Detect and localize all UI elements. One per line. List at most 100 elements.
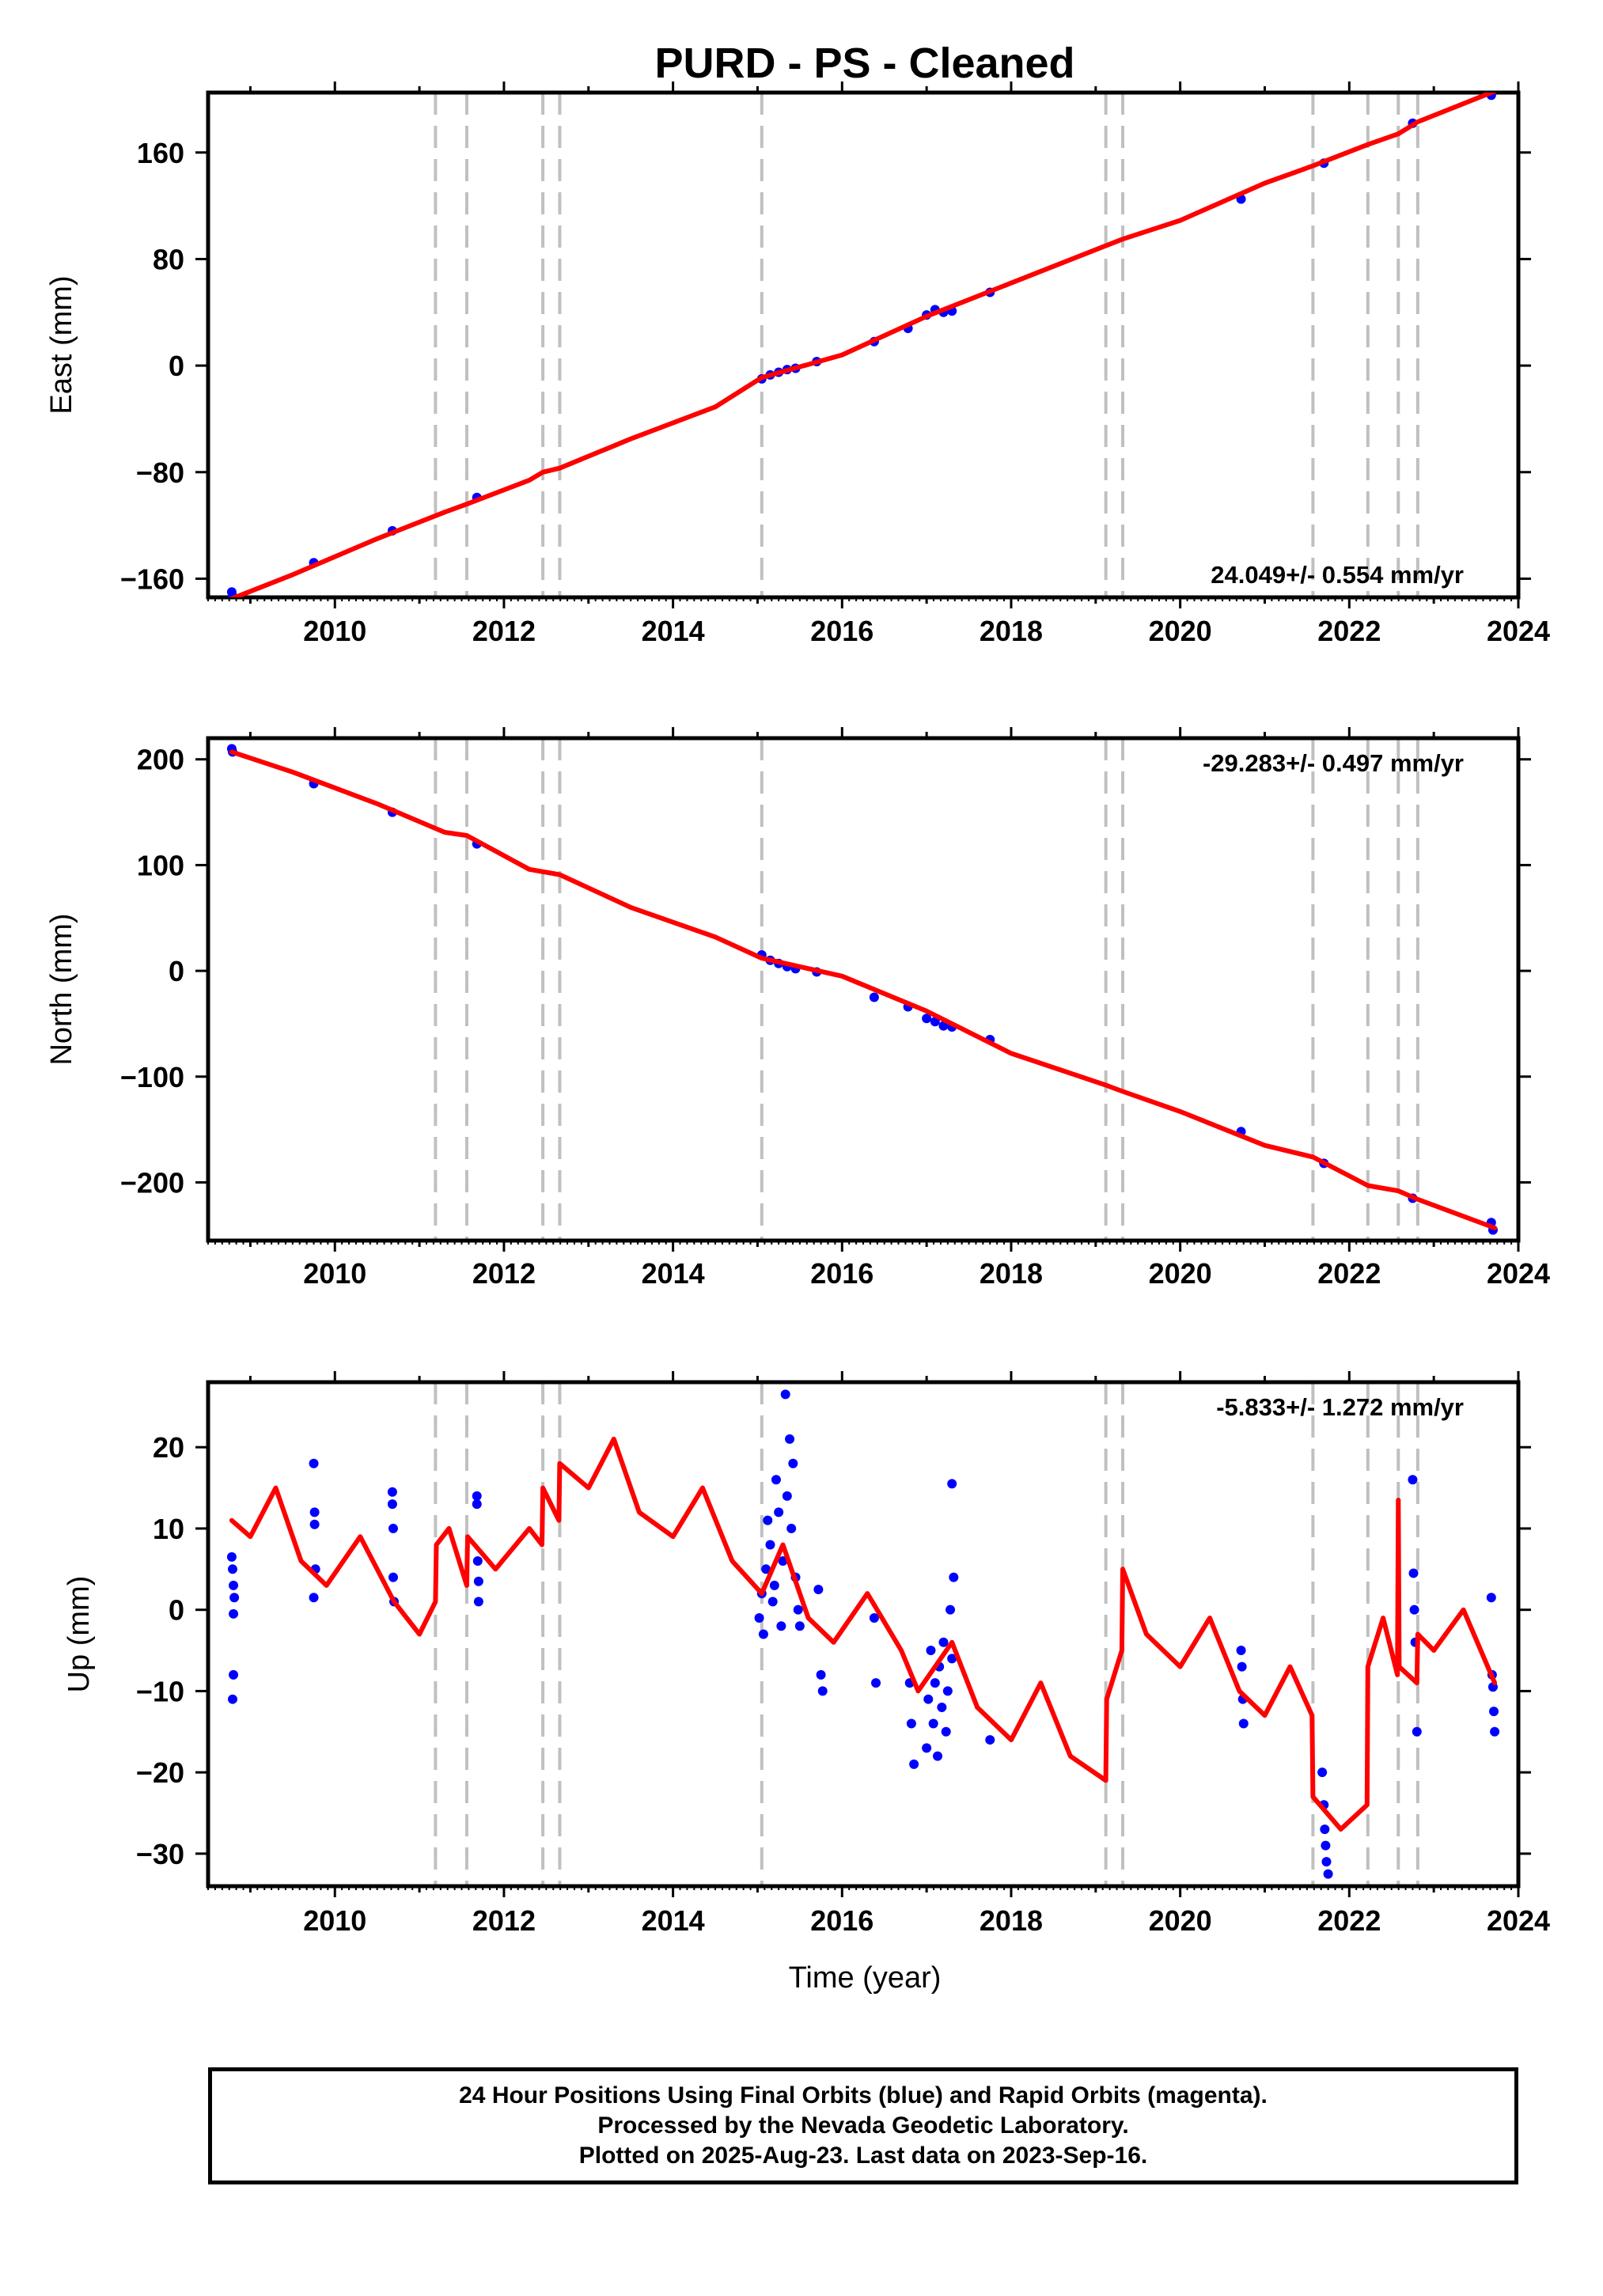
data-point bbox=[909, 1759, 919, 1769]
y-tick-label: 10 bbox=[153, 1513, 184, 1545]
data-point bbox=[229, 1608, 239, 1619]
x-tick-label: 2016 bbox=[810, 1257, 874, 1290]
footer-line-processed-by: Processed by the Nevada Geodetic Laborat… bbox=[597, 2112, 1129, 2139]
data-point bbox=[1486, 1593, 1496, 1603]
y-tick-label: 200 bbox=[137, 744, 184, 776]
data-point bbox=[813, 1584, 824, 1594]
data-point bbox=[930, 1678, 940, 1688]
y-tick-label: 160 bbox=[137, 137, 184, 169]
data-point bbox=[1321, 1857, 1332, 1867]
y-tick-label: 20 bbox=[153, 1431, 184, 1464]
data-point bbox=[229, 1669, 239, 1680]
data-point bbox=[949, 1572, 959, 1582]
y-tick-label: 0 bbox=[169, 955, 184, 987]
data-point bbox=[923, 1694, 934, 1704]
data-point bbox=[227, 1564, 237, 1574]
data-point bbox=[930, 1017, 940, 1027]
x-tick-label: 2024 bbox=[1487, 1904, 1550, 1937]
data-point bbox=[785, 1434, 795, 1444]
data-point bbox=[782, 1491, 792, 1501]
data-point bbox=[942, 1686, 953, 1696]
model-line bbox=[229, 749, 1498, 1230]
y-tick-label: −100 bbox=[120, 1061, 184, 1093]
y-tick-label: 0 bbox=[169, 1594, 184, 1627]
data-point bbox=[769, 1580, 779, 1590]
data-point bbox=[1320, 1824, 1330, 1835]
data-point bbox=[761, 1564, 771, 1574]
data-point bbox=[946, 1605, 956, 1615]
data-point bbox=[938, 1021, 949, 1031]
x-tick-label: 2016 bbox=[810, 1904, 874, 1937]
footer-info-box: 24 Hour Positions Using Final Orbits (bl… bbox=[208, 2067, 1518, 2184]
y-tick-label: −20 bbox=[136, 1756, 184, 1789]
x-tick-label: 2022 bbox=[1317, 1257, 1381, 1290]
x-tick-label: 2018 bbox=[980, 615, 1043, 647]
data-point bbox=[227, 1694, 237, 1704]
data-point bbox=[309, 1519, 320, 1529]
y-tick-label: 0 bbox=[169, 350, 184, 382]
data-point bbox=[388, 1572, 398, 1582]
data-point bbox=[926, 1646, 936, 1656]
data-point bbox=[776, 1621, 786, 1631]
data-point bbox=[937, 1702, 947, 1712]
data-point bbox=[229, 1593, 240, 1603]
data-point bbox=[780, 1389, 790, 1400]
data-point bbox=[774, 1507, 784, 1517]
data-point bbox=[816, 1669, 826, 1680]
data-point bbox=[765, 1540, 775, 1550]
data-point bbox=[473, 1597, 483, 1607]
x-tick-label: 2018 bbox=[980, 1904, 1043, 1937]
y-tick-label: −200 bbox=[120, 1166, 184, 1199]
data-point bbox=[309, 1458, 319, 1468]
model-line bbox=[229, 1436, 1498, 1832]
data-point bbox=[1238, 1718, 1249, 1729]
panel-east: 2010 2012 2014 2016 2018 2020 2022 2024 −160 −80 0… bbox=[45, 81, 1550, 647]
panels: 2010 2012 2014 2016 2018 2020 2022 2024−160−800… bbox=[45, 81, 1550, 1995]
model-line bbox=[229, 93, 1497, 597]
data-point bbox=[767, 1597, 778, 1607]
y-tick-label: 100 bbox=[137, 849, 184, 881]
x-tick-label: 2020 bbox=[1149, 615, 1212, 647]
x-tick-label: 2014 bbox=[642, 1257, 705, 1290]
x-tick-label: 2010 bbox=[303, 615, 366, 647]
footer-line-plot-date: Plotted on 2025-Aug-23. Last data on 202… bbox=[578, 2143, 1148, 2169]
data-point bbox=[1236, 1646, 1246, 1656]
data-point bbox=[387, 1487, 397, 1497]
x-tick-label: 2012 bbox=[472, 1904, 536, 1937]
x-tick-label: 2024 bbox=[1487, 1257, 1550, 1290]
data-point bbox=[922, 1013, 932, 1024]
data-point bbox=[1323, 1869, 1333, 1879]
data-point bbox=[754, 1612, 764, 1623]
x-tick-label: 2022 bbox=[1317, 1904, 1381, 1937]
x-tick-label: 2022 bbox=[1317, 615, 1381, 647]
data-point bbox=[1409, 1605, 1419, 1615]
panel-north: 2010 2012 2014 2016 2018 2020 2022 2024 −200 −100… bbox=[45, 727, 1550, 1290]
data-point bbox=[1412, 1726, 1422, 1737]
data-point bbox=[309, 1507, 320, 1517]
y-tick-label: −160 bbox=[120, 563, 184, 595]
plot-area bbox=[226, 93, 1497, 597]
x-tick-label: 2018 bbox=[980, 1257, 1043, 1290]
y-axis-label: Up (mm) bbox=[63, 1576, 96, 1693]
data-point bbox=[226, 1552, 237, 1562]
data-point bbox=[472, 1491, 482, 1501]
x-tick-label: 2014 bbox=[642, 615, 705, 647]
data-point bbox=[1490, 1726, 1500, 1737]
x-tick-label: 2016 bbox=[810, 615, 874, 647]
y-tick-label: −10 bbox=[136, 1675, 184, 1707]
data-point bbox=[941, 1726, 951, 1737]
data-point bbox=[922, 1743, 932, 1753]
rate-label: -5.833+/- 1.272 mm/yr bbox=[1216, 1393, 1464, 1421]
data-point bbox=[1237, 1661, 1247, 1672]
data-point bbox=[1489, 1707, 1499, 1717]
data-point bbox=[758, 1629, 768, 1639]
data-point bbox=[871, 1678, 881, 1688]
data-point bbox=[229, 1580, 239, 1590]
chart-title: PURD - PS - Cleaned bbox=[654, 40, 1074, 87]
data-point bbox=[309, 1593, 319, 1603]
y-axis-label: North (mm) bbox=[45, 913, 78, 1065]
data-point bbox=[869, 1612, 879, 1623]
x-tick-label: 2012 bbox=[472, 615, 536, 647]
x-tick-label: 2010 bbox=[303, 1904, 366, 1937]
data-point bbox=[472, 1556, 483, 1567]
